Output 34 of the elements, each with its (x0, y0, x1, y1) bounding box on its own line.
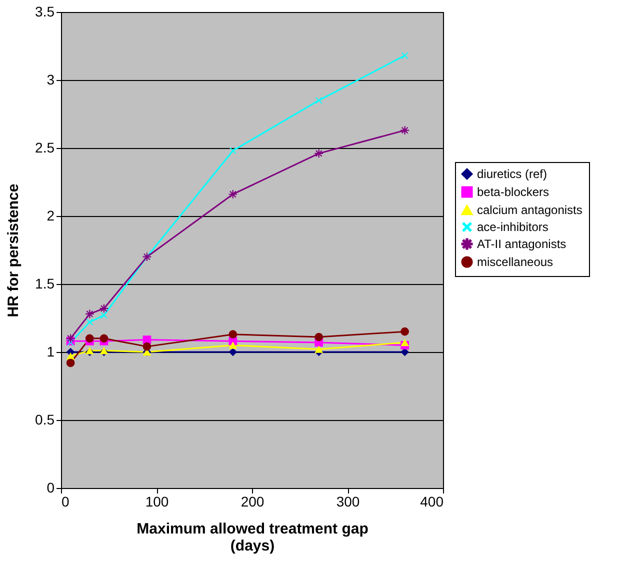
point (142, 342, 152, 351)
y-tick-label: 0 (46, 480, 55, 496)
y-tick-label: 1 (46, 344, 55, 360)
legend-label: beta-blockers (477, 185, 550, 199)
point (314, 346, 324, 353)
y-tick-label: 0.5 (35, 412, 55, 428)
legend-label: AT-II antagonists (477, 237, 566, 251)
legend-label: ace-inhibitors (477, 220, 548, 234)
y-tick-label: 2 (46, 208, 55, 224)
point (228, 330, 238, 338)
x-tick-label: 200 (240, 494, 264, 510)
point (400, 338, 409, 346)
point (314, 332, 324, 342)
point (100, 334, 108, 343)
y-tick-label: 3.5 (35, 4, 55, 20)
y-tick-label: 2.5 (35, 140, 55, 156)
x-tick-label: 0 (62, 494, 70, 510)
point (230, 147, 236, 154)
point (85, 334, 94, 343)
x-axis-title: Maximum allowed treatment gap (days) (136, 520, 368, 554)
x-tick-label: 100 (145, 494, 169, 510)
x-tick-label: 400 (420, 494, 444, 510)
point (228, 342, 238, 349)
legend-label: diuretics (ref) (477, 167, 548, 181)
point (228, 348, 238, 356)
x-tick-label: 300 (336, 494, 360, 510)
legend-label: calcium antagonists (477, 203, 582, 217)
point (66, 358, 75, 368)
y-axis-title: HR for persistence (5, 184, 22, 318)
y-tick-label: 1.5 (35, 276, 55, 292)
y-tick-label: 3 (46, 72, 55, 88)
point (400, 327, 409, 336)
point (228, 190, 238, 198)
legend-label: miscellaneous (477, 255, 554, 269)
